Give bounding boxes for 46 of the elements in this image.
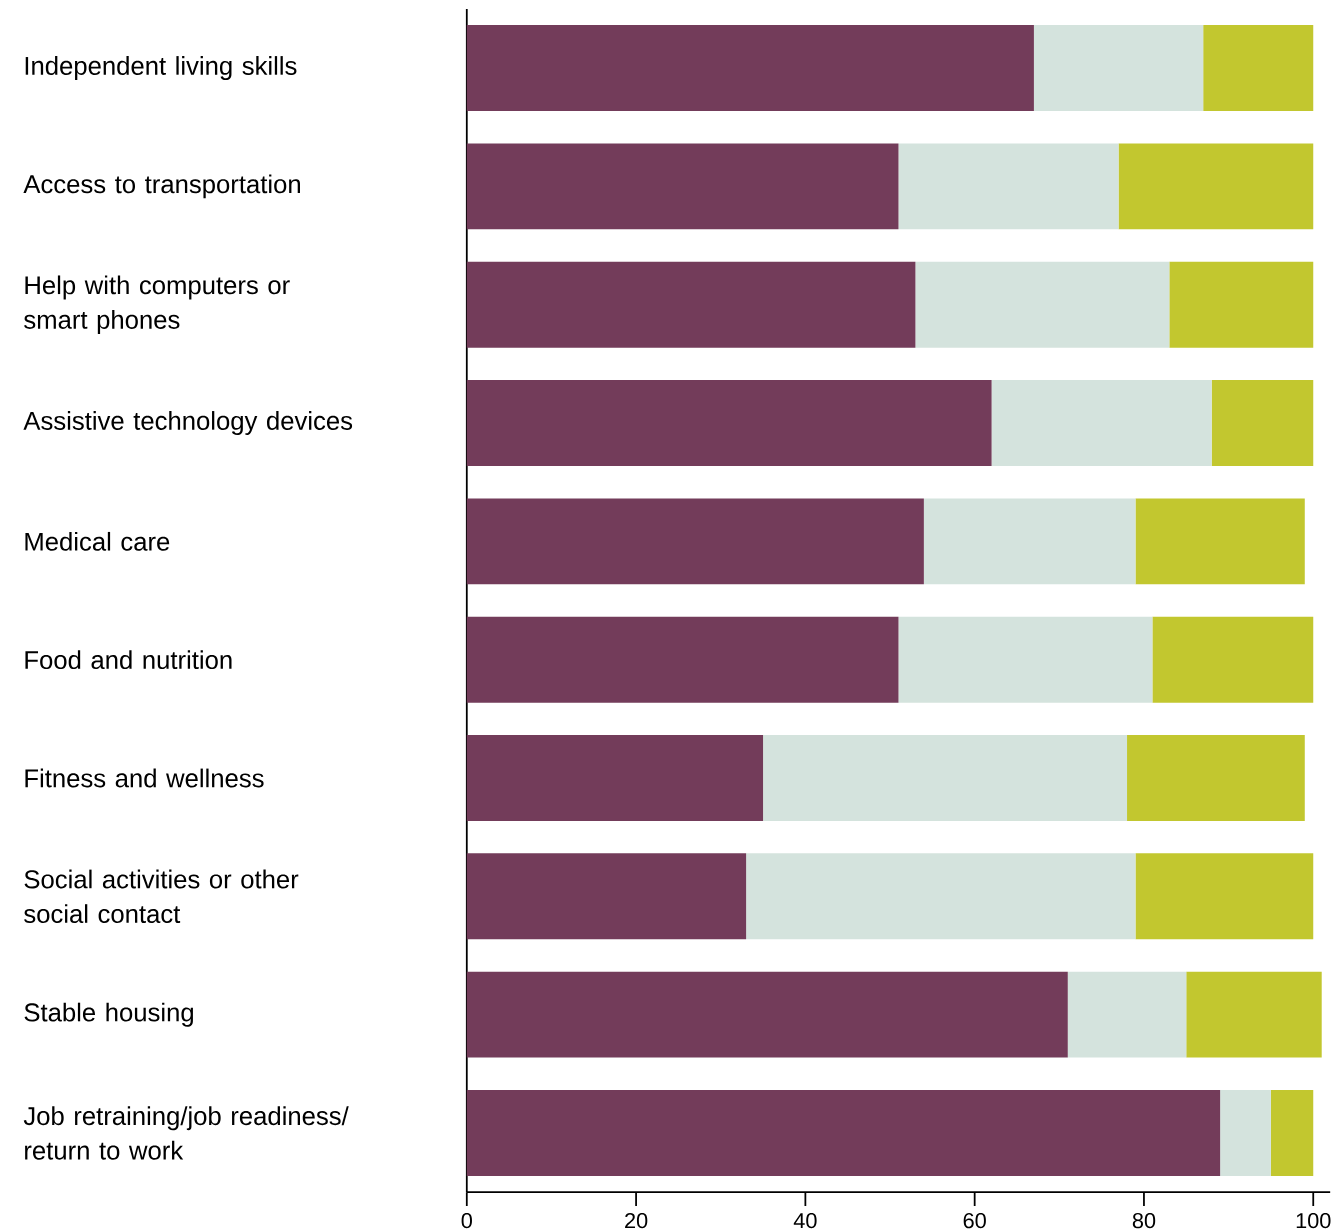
x-tick-label: 40 bbox=[793, 1213, 817, 1229]
bar bbox=[466, 616, 899, 703]
bar bbox=[1203, 25, 1314, 112]
bar bbox=[466, 971, 1068, 1058]
y-tick-label: Help with computers or smart phones bbox=[24, 275, 290, 335]
bar bbox=[898, 143, 1119, 230]
y-tick-label: Fitness and wellness bbox=[25, 768, 264, 788]
bar bbox=[991, 380, 1212, 467]
bar bbox=[1186, 971, 1322, 1058]
bar bbox=[1067, 971, 1187, 1058]
bar bbox=[898, 616, 1153, 703]
y-tick-label: Access to transportation bbox=[23, 174, 300, 199]
y-tick-label: Medical care bbox=[25, 532, 170, 551]
bar bbox=[1270, 1090, 1314, 1177]
bar bbox=[1211, 380, 1314, 467]
bar bbox=[466, 25, 1034, 112]
bar bbox=[466, 735, 764, 822]
bar bbox=[1127, 735, 1305, 822]
bar bbox=[1169, 261, 1314, 348]
bar bbox=[923, 498, 1136, 585]
y-tick-label: Social activities or other social contact bbox=[24, 869, 299, 924]
y-tick-label: Food and nutrition bbox=[25, 650, 232, 670]
bar bbox=[1118, 143, 1314, 230]
bar bbox=[1152, 616, 1314, 703]
bar bbox=[746, 853, 1136, 940]
bar bbox=[915, 261, 1170, 348]
y-tick-label: Independent living skills bbox=[25, 56, 297, 81]
y-tick-label: Assistive technology devices bbox=[23, 411, 353, 436]
x-tick-label: 0 bbox=[461, 1213, 472, 1229]
bar bbox=[1220, 1090, 1271, 1177]
bar bbox=[1135, 853, 1314, 940]
bar bbox=[466, 853, 747, 940]
bar bbox=[466, 143, 899, 230]
x-tick-label: 80 bbox=[1132, 1213, 1156, 1229]
y-tick-label: Stable housing bbox=[24, 1002, 193, 1027]
bar bbox=[1135, 498, 1305, 585]
bar bbox=[466, 1090, 1221, 1177]
bar bbox=[763, 735, 1128, 822]
y-tick-label: Job retraining/job readiness/ return to work bbox=[23, 1106, 349, 1160]
bar bbox=[466, 380, 992, 467]
bar bbox=[466, 261, 916, 348]
x-tick-label: 20 bbox=[625, 1213, 648, 1229]
x-tick-label: 60 bbox=[963, 1213, 986, 1229]
bar bbox=[466, 498, 924, 585]
x-tick-label: 100 bbox=[1296, 1213, 1331, 1229]
bar bbox=[1033, 25, 1204, 112]
